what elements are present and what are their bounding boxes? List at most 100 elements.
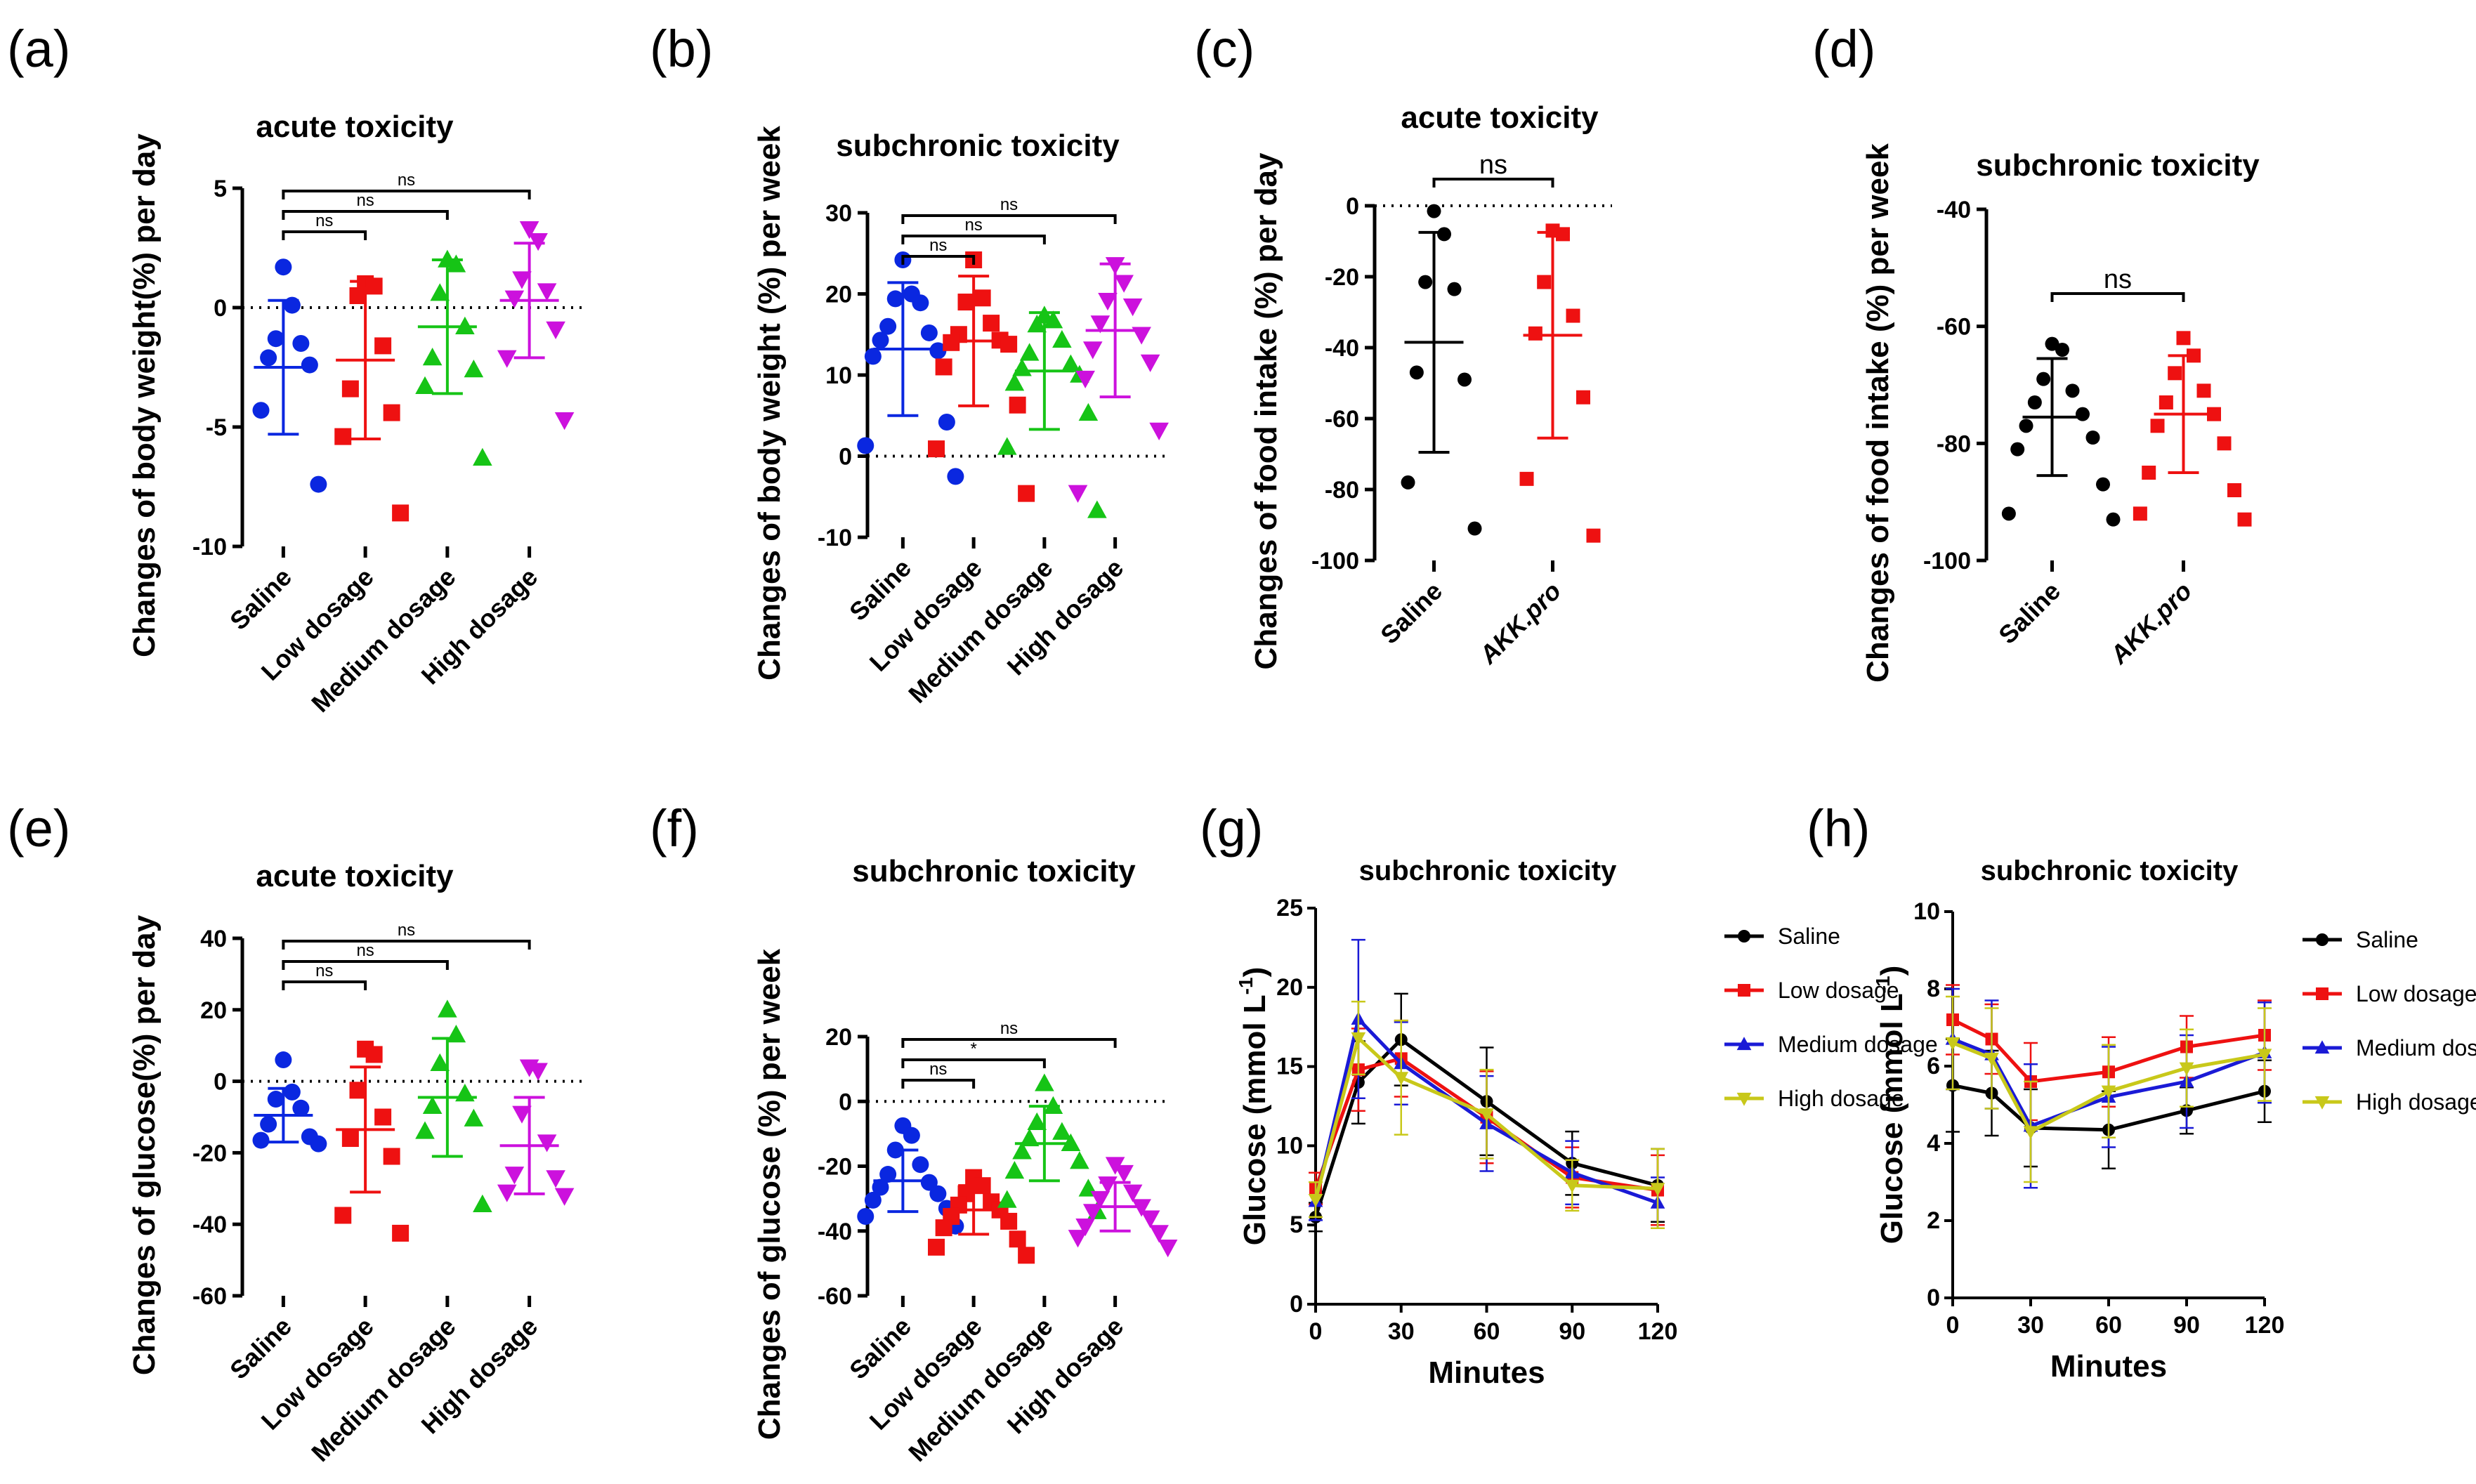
data-point bbox=[1122, 1184, 1143, 1202]
data-point bbox=[1018, 485, 1035, 502]
significance-bracket: * bbox=[901, 1039, 1046, 1068]
data-point bbox=[2187, 348, 2201, 363]
data-point bbox=[512, 1105, 532, 1124]
significance-label: ns bbox=[315, 961, 333, 980]
data-point bbox=[252, 402, 270, 419]
significance-label: ns bbox=[964, 216, 982, 235]
significance-bracket: ns bbox=[282, 941, 449, 970]
y-axis-label-superscript: -1 bbox=[1235, 977, 1257, 994]
significance-label: ns bbox=[356, 191, 374, 210]
chart-title: acute toxicity bbox=[256, 110, 454, 144]
data-point bbox=[2179, 1062, 2194, 1076]
data-point bbox=[528, 1063, 548, 1081]
y-tick-label: 10 bbox=[825, 362, 852, 389]
data-point bbox=[374, 1108, 392, 1126]
data-point bbox=[1009, 396, 1026, 414]
legend-marker bbox=[1736, 1092, 1752, 1106]
data-point bbox=[1519, 471, 1534, 486]
data-point bbox=[473, 447, 492, 466]
y-tick-label: 0 bbox=[214, 295, 227, 322]
data-point bbox=[935, 1219, 952, 1237]
data-point bbox=[1012, 358, 1032, 376]
y-tick-label: 5 bbox=[214, 176, 227, 202]
significance-bracket: ns bbox=[282, 921, 531, 950]
data-point bbox=[554, 1188, 575, 1206]
data-point bbox=[383, 404, 400, 421]
y-tick-label: 6 bbox=[1927, 1053, 1940, 1079]
data-point bbox=[1043, 1096, 1063, 1114]
significance-label: ns bbox=[1479, 150, 1507, 180]
panel-a: (a) acute toxicity 5 0 -5 -10 Changes of body … bbox=[7, 20, 584, 718]
data-point bbox=[2045, 336, 2059, 351]
category-label: Saline bbox=[224, 563, 297, 636]
data-point bbox=[886, 290, 904, 308]
y-tick-label: 0 bbox=[1346, 193, 1359, 220]
significance-label: ns bbox=[2104, 265, 2132, 294]
y-axis-label-close: ) bbox=[1238, 967, 1272, 978]
y-axis-label-close: ) bbox=[1875, 966, 1909, 976]
data-point bbox=[554, 412, 575, 431]
data-point bbox=[1075, 370, 1095, 389]
data-point bbox=[2150, 419, 2165, 433]
series-akk-pro bbox=[1519, 223, 1601, 543]
legend-item: Low dosage bbox=[1724, 978, 1899, 1003]
y-tick-label: 25 bbox=[1276, 895, 1303, 921]
data-point bbox=[879, 317, 897, 335]
data-point bbox=[1122, 298, 1143, 317]
y-tick-label: 10 bbox=[1276, 1132, 1303, 1159]
data-point bbox=[983, 315, 1000, 332]
panel-label: (g) bbox=[1200, 799, 1263, 858]
data-point bbox=[2001, 506, 2016, 521]
significance-label: ns bbox=[398, 171, 415, 190]
panel-b: (b) subchronic toxicity 30 20 10 0 -10 Changes … bbox=[650, 20, 1169, 709]
x-tick-label: 60 bbox=[1474, 1318, 1500, 1345]
data-point bbox=[2055, 343, 2069, 357]
legend-item: Low dosage bbox=[2303, 981, 2476, 1006]
series-low-dosage bbox=[334, 1040, 410, 1242]
data-point bbox=[912, 294, 929, 312]
data-point bbox=[504, 290, 525, 308]
data-point bbox=[497, 350, 517, 368]
bracket-line bbox=[282, 940, 531, 950]
data-point bbox=[1564, 1179, 1580, 1193]
data-point bbox=[2207, 407, 2221, 421]
significance-bracket: ns bbox=[901, 236, 976, 265]
y-tick-label: 0 bbox=[1290, 1291, 1303, 1318]
data-point bbox=[2027, 395, 2042, 409]
data-point bbox=[2036, 372, 2051, 386]
data-point bbox=[1427, 204, 1441, 218]
bracket-line bbox=[282, 210, 449, 220]
bracket-line bbox=[282, 980, 367, 990]
significance-label: ns bbox=[929, 1060, 947, 1079]
data-point bbox=[2196, 383, 2211, 398]
data-point bbox=[438, 999, 457, 1018]
legend-label: Saline bbox=[1778, 924, 1840, 949]
data-point bbox=[1114, 1164, 1134, 1183]
data-point bbox=[2227, 483, 2241, 497]
data-point bbox=[920, 1174, 938, 1191]
data-point bbox=[929, 1185, 947, 1202]
series-saline bbox=[1401, 204, 1482, 536]
data-point bbox=[1576, 390, 1590, 405]
data-point bbox=[455, 1084, 475, 1102]
data-point bbox=[1061, 1133, 1081, 1152]
data-point bbox=[1098, 1176, 1118, 1195]
data-point bbox=[1984, 1052, 1999, 1066]
data-point bbox=[422, 1096, 443, 1115]
series-medium-dosage bbox=[997, 1073, 1107, 1219]
data-point bbox=[2106, 512, 2121, 527]
data-point bbox=[341, 1130, 359, 1148]
data-point bbox=[2176, 331, 2191, 346]
data-point bbox=[864, 1191, 882, 1209]
panel-e: (e) acute toxicity 40 20 0 -20 -40 -60 Changes o… bbox=[7, 799, 584, 1467]
data-point bbox=[1140, 354, 1160, 372]
data-point bbox=[365, 1046, 383, 1063]
y-tick-label: -10 bbox=[192, 534, 227, 560]
series-akk-pro bbox=[2133, 331, 2252, 527]
series-line bbox=[1952, 1041, 2265, 1134]
data-point bbox=[275, 1051, 292, 1069]
legend-marker bbox=[2316, 987, 2328, 1000]
y-axis-label: Changes of food intake (%) per day bbox=[1249, 152, 1283, 669]
data-point bbox=[1068, 485, 1088, 503]
